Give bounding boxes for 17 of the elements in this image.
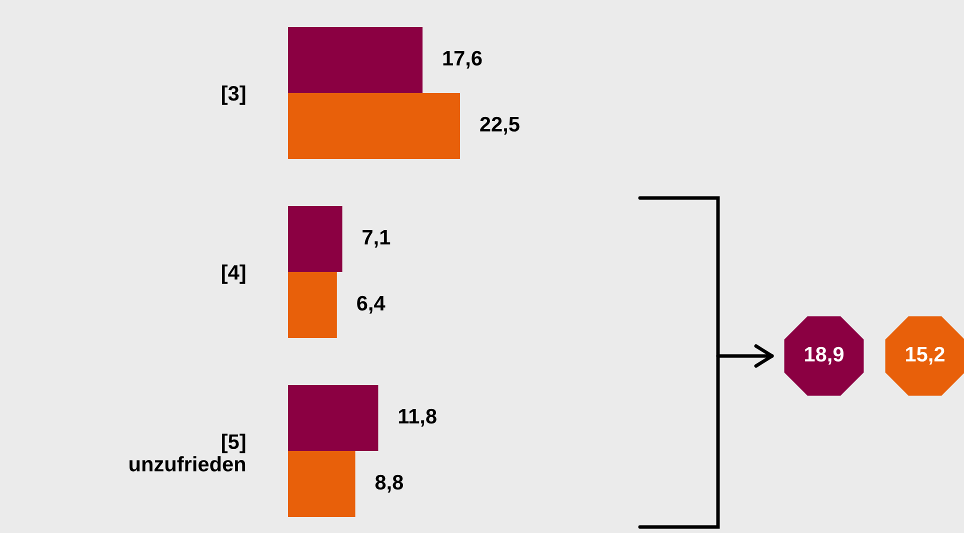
data-label: 6,4 bbox=[357, 296, 386, 314]
bar bbox=[288, 93, 460, 159]
text: 18,9 bbox=[805, 346, 844, 365]
text: 15,2 bbox=[906, 346, 944, 365]
data-label: 8,8 bbox=[375, 474, 404, 493]
y-tick-label: [3] bbox=[222, 85, 246, 105]
data-label: 22,5 bbox=[480, 116, 520, 135]
bar bbox=[288, 272, 337, 338]
y-tick-label: [4] bbox=[222, 264, 246, 284]
data-label: 11,8 bbox=[398, 408, 436, 427]
bar bbox=[288, 451, 356, 517]
bar bbox=[288, 27, 423, 93]
data-label: 17,6 bbox=[443, 50, 482, 69]
bar bbox=[288, 385, 378, 451]
bar bbox=[288, 206, 342, 272]
y-tick-label: [5] unzufrieden bbox=[130, 434, 246, 472]
data-label: 7,1 bbox=[362, 230, 390, 248]
